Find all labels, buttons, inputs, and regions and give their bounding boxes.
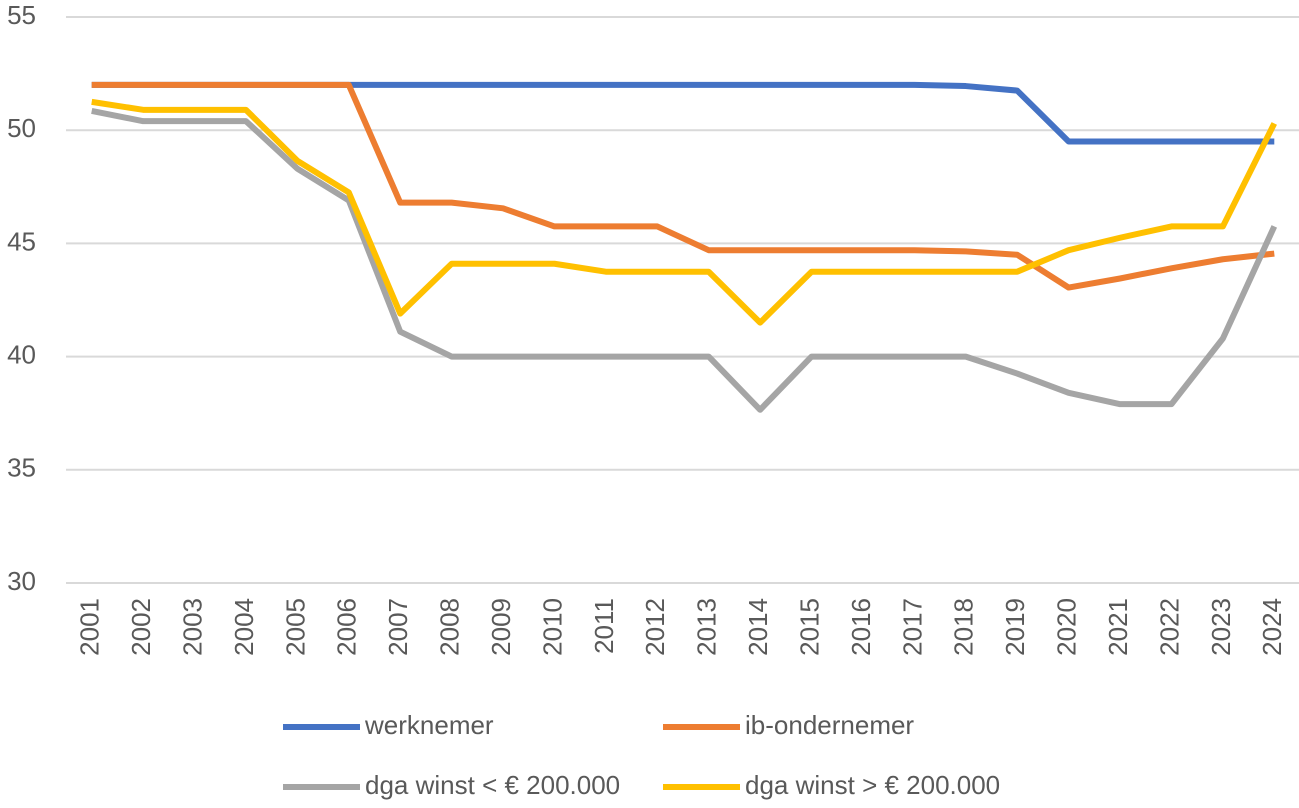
x-tick-label: 2022 xyxy=(1154,598,1184,656)
y-tick-label: 55 xyxy=(7,0,36,30)
x-tick-label: 2006 xyxy=(332,598,362,656)
legend-label: ib-ondernemer xyxy=(745,710,914,740)
x-tick-label: 2007 xyxy=(383,598,413,656)
x-tick-label: 2002 xyxy=(126,598,156,656)
x-tick-label: 2019 xyxy=(1000,598,1030,656)
x-tick-label: 2021 xyxy=(1103,598,1133,656)
y-tick-label: 50 xyxy=(7,113,36,143)
x-tick-label: 2020 xyxy=(1052,598,1082,656)
x-tick-label: 2010 xyxy=(537,598,567,656)
y-tick-label: 30 xyxy=(7,566,36,596)
x-tick-label: 2009 xyxy=(486,598,516,656)
x-tick-label: 2015 xyxy=(794,598,824,656)
x-tick-label: 2004 xyxy=(229,598,259,656)
y-tick-label: 45 xyxy=(7,226,36,256)
series-line xyxy=(91,98,1277,326)
x-tick-label: 2001 xyxy=(75,598,105,656)
x-tick-label: 2024 xyxy=(1257,598,1287,656)
x-tick-label: 2016 xyxy=(846,598,876,656)
x-tick-label: 2012 xyxy=(640,598,670,656)
x-tick-label: 2018 xyxy=(949,598,979,656)
x-tick-label: 2013 xyxy=(692,598,722,656)
legend-label: werknemer xyxy=(364,710,494,740)
x-tick-label: 2005 xyxy=(280,598,310,656)
legend-label: dga winst > € 200.000 xyxy=(745,770,1000,800)
x-tick-label: 2003 xyxy=(177,598,207,656)
series-line xyxy=(91,81,1275,291)
x-tick-label: 2014 xyxy=(743,598,773,656)
x-tick-label: 2023 xyxy=(1206,598,1236,656)
x-tick-label: 2011 xyxy=(589,598,619,654)
x-tick-label: 2017 xyxy=(897,598,927,656)
legend-label: dga winst < € 200.000 xyxy=(365,770,620,800)
y-tick-label: 35 xyxy=(7,453,36,483)
series-line xyxy=(91,108,1278,413)
y-tick-label: 40 xyxy=(7,339,36,369)
x-tick-label: 2008 xyxy=(435,598,465,656)
